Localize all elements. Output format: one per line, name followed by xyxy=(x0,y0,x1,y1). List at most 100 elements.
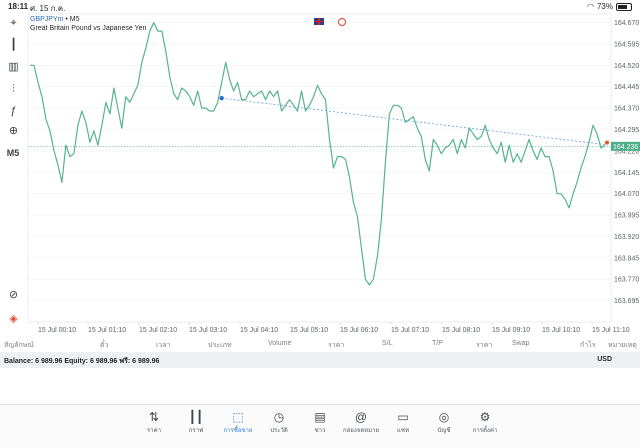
wifi-icon: ◠ xyxy=(587,2,594,11)
y-tick-label: 164.595 xyxy=(614,41,639,48)
jp-flag-icon xyxy=(338,18,346,26)
candlestick-icon[interactable]: ┃ xyxy=(10,39,17,51)
plot-frame xyxy=(27,13,612,323)
account-currency: USD xyxy=(597,356,612,363)
nav-label: การตั้งค่า xyxy=(472,428,498,434)
nav-label: การซื้อขาย xyxy=(223,428,253,434)
price-series-line xyxy=(30,22,606,286)
quotes-icon: ⇅ xyxy=(148,410,160,424)
y-tick-label: 164.070 xyxy=(614,191,639,198)
trade-table-header: สัญลักษณ์ ตั๋ว เวลา ประเภท Volume ราคา S… xyxy=(0,337,640,351)
nav-charts[interactable]: ┃┃ กราฟ xyxy=(176,409,216,435)
crosshair-icon[interactable]: ⌖ xyxy=(10,17,17,29)
nav-news[interactable]: ▤ ข่าว xyxy=(300,409,340,435)
y-tick-label: 164.370 xyxy=(614,106,639,113)
chart-description: Great Britain Pound vs Japanese Yen xyxy=(30,25,147,32)
y-tick-label: 164.220 xyxy=(614,148,639,155)
trendline xyxy=(221,97,606,146)
col-swap[interactable]: Swap xyxy=(512,340,530,347)
nav-label: ข่าว xyxy=(314,428,326,434)
bar-chart-icon[interactable]: ▥ xyxy=(8,61,19,73)
x-tick-label: 15 Jul 08:10 xyxy=(442,327,480,334)
y-tick-label: 164.445 xyxy=(614,84,639,91)
trendline-start-handle xyxy=(219,95,224,101)
settings-icon: ⚙ xyxy=(479,410,491,424)
nav-mailbox[interactable]: @ กล่องจดหมาย xyxy=(341,409,381,435)
chat-icon: ▭ xyxy=(397,410,409,424)
col-time[interactable]: เวลา xyxy=(156,342,171,349)
zoom-icon[interactable]: ⊘ xyxy=(8,289,19,301)
nav-label: กล่องจดหมาย xyxy=(342,428,380,434)
balance-bar: Balance: 6 989.96 Equity: 6 989.96 ฟรี: … xyxy=(0,352,640,368)
col-tp[interactable]: T/P xyxy=(432,340,443,347)
timeframe-button[interactable]: M5 xyxy=(6,148,20,158)
col-symbol[interactable]: สัญลักษณ์ xyxy=(4,342,34,349)
col-volume[interactable]: Volume xyxy=(268,340,292,347)
y-tick-label: 163.995 xyxy=(614,213,639,220)
objects-icon[interactable]: ⊕ xyxy=(8,125,19,137)
y-tick-label: 163.845 xyxy=(614,255,639,262)
x-tick-label: 15 Jul 06:10 xyxy=(340,327,378,334)
y-tick-label: 164.145 xyxy=(614,170,639,177)
mailbox-icon: @ xyxy=(354,410,368,424)
x-tick-label: 15 Jul 00:10 xyxy=(38,327,76,334)
history-icon: ◷ xyxy=(273,410,285,424)
chart-toolbar: ⌖ ┃ ▥ ⫶ ƒ ⊕ M5 ⊘ ◈ xyxy=(0,14,26,334)
x-tick-label: 15 Jul 01:10 xyxy=(88,327,126,334)
x-tick-label: 15 Jul 04:10 xyxy=(240,327,278,334)
x-tick-label: 15 Jul 11:10 xyxy=(592,327,630,334)
y-tick-label: 163.695 xyxy=(614,298,639,305)
nav-account[interactable]: ◎ บัญชี xyxy=(424,409,464,435)
indicators-icon[interactable]: ⫶ xyxy=(12,83,15,95)
balance-summary: Balance: 6 989.96 Equity: 6 989.96 ฟรี: … xyxy=(4,358,160,365)
nav-history[interactable]: ◷ ประวัติ xyxy=(259,409,299,435)
nav-label: ราคา xyxy=(147,428,161,434)
col-profit[interactable]: กำไร xyxy=(580,342,596,349)
battery-label: 73% xyxy=(596,2,613,11)
x-tick-label: 15 Jul 10:10 xyxy=(542,327,580,334)
status-bar: 18:11 ศ. 15 ก.ค. ◠ 73% xyxy=(0,0,640,14)
nav-quotes[interactable]: ⇅ ราคา xyxy=(134,409,174,435)
news-icon: ▤ xyxy=(314,410,326,424)
current-price-label: 164.236 xyxy=(613,144,638,151)
app-logo-icon[interactable]: ◈ xyxy=(9,313,18,325)
nav-label: บัญชี xyxy=(437,428,451,434)
nav-label: กราฟ xyxy=(188,428,204,434)
chart-timeframe: M5 xyxy=(69,16,80,23)
charts-icon: ┃┃ xyxy=(188,410,204,424)
price-chart[interactable]: 164.670 164.595 164.520 164.445 164.370 164.2… xyxy=(0,0,640,336)
x-tick-label: 15 Jul 07:10 xyxy=(391,327,429,334)
col-price[interactable]: ราคา xyxy=(328,342,345,349)
nav-trade[interactable]: ⬚ การซื้อขาย xyxy=(218,409,258,435)
chart-title: GBPJPYm • M5 Great Britain Pound vs Japa… xyxy=(30,16,147,32)
x-tick-label: 15 Jul 02:10 xyxy=(139,327,177,334)
y-tick-label: 164.670 xyxy=(614,20,639,27)
col-comment[interactable]: หมายเหตุ xyxy=(608,342,637,349)
status-date: ศ. 15 ก.ค. xyxy=(30,4,66,13)
x-tick-label: 15 Jul 05:10 xyxy=(290,327,328,334)
y-tick-label: 163.920 xyxy=(614,234,639,241)
bottom-nav: ⇅ ราคา ┃┃ กราฟ ⬚ การซื้อขาย ◷ ประวัติ ▤ … xyxy=(0,404,640,448)
chart-symbol: GBPJPYm xyxy=(30,16,64,23)
y-tick-label: 164.295 xyxy=(614,127,639,134)
trade-icon: ⬚ xyxy=(232,410,244,424)
nav-label: แชท xyxy=(397,428,409,434)
function-icon[interactable]: ƒ xyxy=(10,105,17,117)
nav-label: ประวัติ xyxy=(270,428,288,434)
currency-flags xyxy=(314,18,346,26)
col-sl[interactable]: S/L xyxy=(382,340,393,347)
x-tick-label: 15 Jul 03:10 xyxy=(189,327,227,334)
x-tick-label: 15 Jul 09:10 xyxy=(492,327,530,334)
nav-settings[interactable]: ⚙ การตั้งค่า xyxy=(465,409,505,435)
nav-chat[interactable]: ▭ แชท xyxy=(383,409,423,435)
status-time: 18:11 xyxy=(8,2,29,11)
battery-icon xyxy=(616,2,632,11)
y-tick-label: 163.770 xyxy=(614,277,639,284)
col-current-price[interactable]: ราคา xyxy=(476,342,493,349)
account-icon: ◎ xyxy=(438,410,450,424)
current-price-badge xyxy=(611,141,640,151)
y-tick-label: 164.520 xyxy=(614,63,639,70)
col-ticket[interactable]: ตั๋ว xyxy=(100,342,109,349)
gb-flag-icon xyxy=(314,18,324,25)
col-type[interactable]: ประเภท xyxy=(208,342,232,349)
